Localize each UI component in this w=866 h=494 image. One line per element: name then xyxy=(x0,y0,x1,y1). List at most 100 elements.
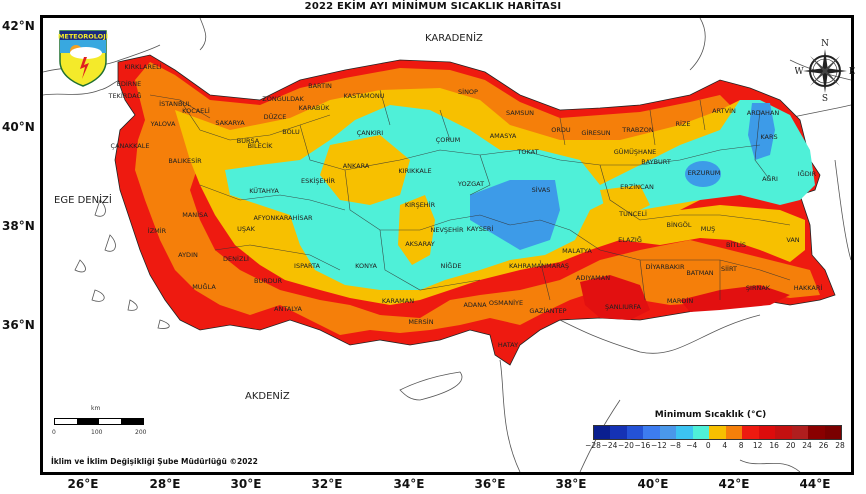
legend-tick: 12 xyxy=(752,441,763,450)
city-label: SİVAS xyxy=(531,186,551,194)
city-label: IĞDIR xyxy=(797,170,817,178)
scale-seg xyxy=(121,419,143,424)
legend-colorbar xyxy=(593,425,842,440)
sea-label-ege: EGE DENİZİ xyxy=(54,195,112,206)
city-label: KAYSERİ xyxy=(466,225,494,233)
city-label: BURSA xyxy=(236,137,260,145)
city-label: BATMAN xyxy=(686,269,714,277)
legend-tick: −12 xyxy=(650,441,667,450)
city-label: ANKARA xyxy=(342,162,370,170)
city-label: ÇANKIRI xyxy=(356,129,384,137)
city-label: AĞRI xyxy=(762,175,778,183)
legend-tick: 16 xyxy=(769,441,779,450)
scale-seg xyxy=(77,419,99,424)
compass-n: N xyxy=(821,39,829,49)
city-label: KOCAELİ xyxy=(182,107,210,115)
city-label: KAHRAMANMARAŞ xyxy=(509,262,569,270)
city-label: AFYONKARAHİSAR xyxy=(253,214,313,222)
city-label: KASTAMONU xyxy=(343,92,385,100)
turkey-temperature-map xyxy=(43,18,851,472)
city-label: ADIYAMAN xyxy=(575,274,611,282)
legend-swatch xyxy=(643,426,660,439)
city-label: ISPARTA xyxy=(294,262,320,270)
city-label: İSTANBUL xyxy=(159,100,191,108)
city-label: KÜTAHYA xyxy=(249,187,279,195)
city-label: RİZE xyxy=(675,120,691,128)
legend-swatch xyxy=(791,426,809,439)
city-label: MANİSA xyxy=(182,211,208,219)
sea-label-karadeniz: KARADENİZ xyxy=(425,33,483,44)
city-label: AYDIN xyxy=(178,251,198,259)
city-label: MUŞ xyxy=(700,225,716,233)
scale-bar-segments xyxy=(54,418,144,425)
legend-tick: 28 xyxy=(835,441,845,450)
lat-label-42: 42°N xyxy=(2,19,35,33)
city-label: BİNGÖL xyxy=(666,221,692,229)
legend-swatch xyxy=(594,426,611,439)
city-label: TOKAT xyxy=(517,148,539,156)
legend-title: Minimum Sıcaklık (°C) xyxy=(654,410,767,420)
city-label: OSMANİYE xyxy=(488,299,524,307)
city-label: SAMSUN xyxy=(505,109,535,117)
lon-label-28: 28°E xyxy=(149,477,181,491)
city-label: GİRESUN xyxy=(581,129,611,137)
city-label: ÇANAKKALE xyxy=(110,142,150,150)
legend-tick: −20 xyxy=(618,441,634,450)
city-label: ORDU xyxy=(551,126,571,134)
map-frame xyxy=(40,15,854,475)
lon-label-34: 34°E xyxy=(393,477,425,491)
city-label: EDİRNE xyxy=(116,80,142,88)
lat-label-40: 40°N xyxy=(2,120,35,134)
legend-swatch xyxy=(659,426,677,439)
lat-label-36: 36°N xyxy=(2,318,35,332)
compass-e: E xyxy=(849,67,855,77)
legend-swatch xyxy=(758,426,776,439)
city-label: HATAY xyxy=(497,341,519,349)
legend-tick: −24 xyxy=(601,441,618,450)
city-label: DÜZCE xyxy=(263,113,287,121)
lon-label-26: 26°E xyxy=(67,477,99,491)
city-label: AKSARAY xyxy=(405,240,435,248)
legend-tick: 20 xyxy=(785,441,796,450)
city-label: TUNCELİ xyxy=(619,210,647,218)
compass-s: S xyxy=(822,94,828,103)
city-label: ESKİŞEHİR xyxy=(301,177,335,185)
city-label: BOLU xyxy=(282,128,300,136)
legend-tick: 8 xyxy=(738,441,744,450)
lon-label-32: 32°E xyxy=(311,477,343,491)
scale-bar: km 0 100 200 xyxy=(51,405,161,455)
city-label: ERZURUM xyxy=(687,169,721,177)
city-label: MERSİN xyxy=(408,318,434,326)
scale-tick-0: 0 xyxy=(52,429,56,436)
city-label: KIRIKKALE xyxy=(398,167,432,175)
city-label: KIRŞEHİR xyxy=(404,201,436,209)
legend-swatch xyxy=(692,426,710,439)
city-label: UŞAK xyxy=(237,225,255,233)
sea-label-akdeniz: AKDENİZ xyxy=(245,391,290,402)
legend-swatch xyxy=(725,426,743,439)
city-label: BARTIN xyxy=(308,82,332,90)
city-label: SAKARYA xyxy=(215,119,245,127)
city-label: MALATYA xyxy=(562,247,592,255)
city-label: KARABÜK xyxy=(298,104,330,112)
city-label: GÜMÜŞHANE xyxy=(613,148,657,156)
city-label: BİTLİS xyxy=(725,241,747,249)
lon-label-44: 44°E xyxy=(799,477,831,491)
city-label: KIRKLARELİ xyxy=(124,63,162,71)
legend-swatch xyxy=(626,426,644,439)
legend-swatch xyxy=(676,426,693,439)
city-label: ANTALYA xyxy=(274,305,302,313)
legend-tick: 0 xyxy=(705,441,711,450)
legend-swatch xyxy=(775,426,792,439)
city-label: YALOVA xyxy=(150,120,176,128)
city-label: BURDUR xyxy=(253,277,283,285)
city-label: ŞANLIURFA xyxy=(605,303,641,311)
city-label: ADANA xyxy=(463,301,487,309)
city-label: MUĞLA xyxy=(192,283,216,291)
scale-tick-100: 100 xyxy=(91,429,103,436)
city-label: DENİZLİ xyxy=(223,255,249,263)
legend-swatch xyxy=(742,426,759,439)
city-label: TEKİRDAĞ xyxy=(108,92,142,100)
city-label: ÇORUM xyxy=(435,136,461,144)
city-label: KONYA xyxy=(355,262,377,270)
